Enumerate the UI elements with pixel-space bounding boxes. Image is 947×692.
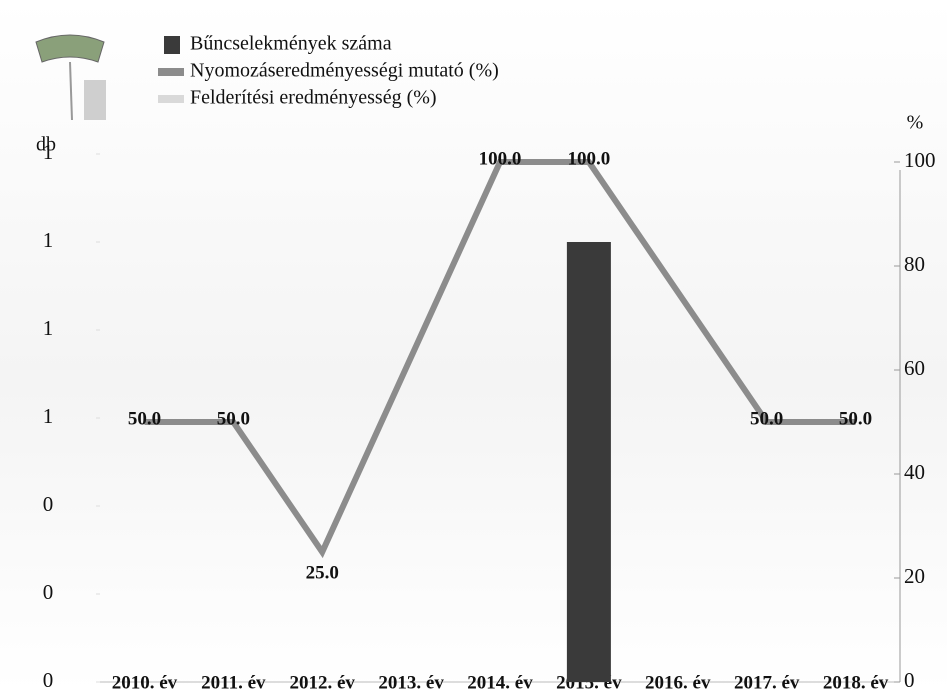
x-tick-label: 2014. év	[467, 672, 533, 692]
bar	[566, 242, 611, 682]
data-label: 25.0	[306, 562, 339, 583]
legend-label: Nyomozáseredményességi mutató (%)	[190, 60, 499, 82]
legend-swatch	[164, 36, 180, 54]
y-tick-label: 0	[43, 668, 54, 692]
x-tick-label: 2017. év	[734, 672, 800, 692]
y2-axis-title: %	[907, 112, 924, 134]
legend-label: Felderítési eredményesség (%)	[190, 87, 437, 109]
line	[144, 159, 856, 559]
y2-tick-label: 40	[904, 460, 925, 484]
legend-label: Bűncselekmények száma	[190, 33, 392, 55]
y-tick-label: 1	[43, 228, 54, 252]
x-tick-label: 2010. év	[112, 672, 178, 692]
y2-tick-label: 100	[904, 148, 936, 172]
logo	[35, 34, 106, 121]
data-label: 100.0	[479, 148, 522, 169]
y-tick-label: 0	[43, 580, 54, 604]
data-label: 50.0	[750, 408, 783, 429]
y-tick-label: 1	[43, 404, 54, 428]
x-tick-label: 2016. év	[645, 672, 711, 692]
y-tick-label: 0	[43, 492, 54, 516]
y2-tick-label: 20	[904, 564, 925, 588]
data-label: 100.0	[568, 148, 611, 169]
x-tick-label: 2013. év	[378, 672, 444, 692]
legend-swatch	[158, 95, 184, 103]
x-tick-label: 2012. év	[290, 672, 356, 692]
y-axis-title: db	[36, 134, 56, 156]
data-label: 50.0	[128, 408, 161, 429]
y-tick-label: 1	[43, 316, 54, 340]
x-tick-label: 2018. év	[823, 672, 889, 692]
data-label: 50.0	[839, 408, 872, 429]
y2-tick-label: 0	[904, 668, 915, 692]
y-tick-label: 1	[43, 140, 54, 164]
x-tick-label: 2011. év	[201, 672, 266, 692]
y2-tick-label: 60	[904, 356, 925, 380]
y2-tick-label: 80	[904, 252, 925, 276]
data-label: 50.0	[217, 408, 250, 429]
legend-swatch	[158, 68, 184, 76]
